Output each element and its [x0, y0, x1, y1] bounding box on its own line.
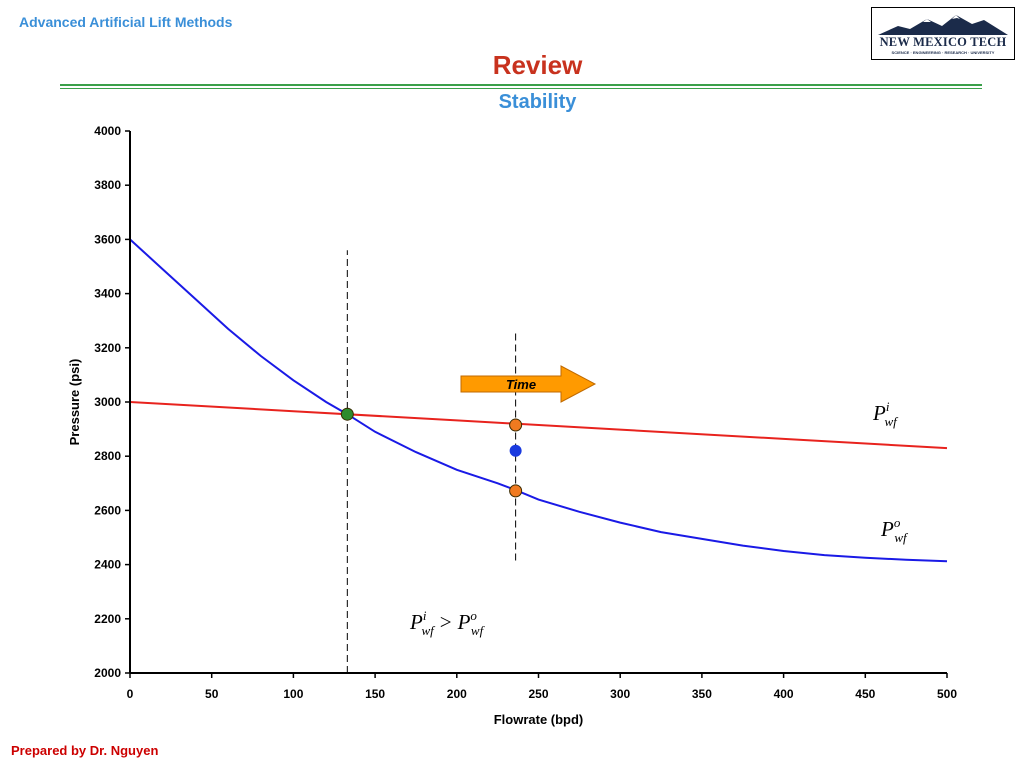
x-tick-label: 300 — [610, 687, 630, 701]
slide-subtitle: Stability — [498, 91, 577, 113]
y-tick-label: 2000 — [94, 666, 121, 680]
university-logo: NEW MEXICO TECH SCIENCE · ENGINEERING · … — [871, 7, 1015, 60]
transient-point — [509, 444, 522, 457]
x-tick-label: 250 — [528, 687, 548, 701]
y-tick-label: 2200 — [94, 612, 121, 626]
y-tick-label: 3000 — [94, 395, 121, 409]
x-tick-label: 100 — [283, 687, 303, 701]
outflow-curve — [129, 238, 948, 563]
x-tick-label: 450 — [855, 687, 875, 701]
inflow-state-point — [509, 418, 523, 432]
y-tick-label: 3400 — [94, 287, 121, 301]
equilibrium-point — [340, 407, 354, 421]
y-tick-label: 2600 — [94, 503, 121, 517]
slide-title: Review — [492, 50, 583, 80]
time-arrow-label: Time — [506, 377, 536, 392]
time-arrow: Time — [460, 365, 597, 403]
time-arrow-shape — [460, 365, 597, 403]
x-tick-label: 500 — [937, 687, 957, 701]
outflow-curve-label: Po wf — [880, 515, 909, 545]
y-axis-title: Pressure (psi) — [67, 359, 82, 446]
x-tick-label: 0 — [127, 687, 134, 701]
y-tick-label: 4000 — [94, 124, 121, 138]
logo-subtext: SCIENCE · ENGINEERING · RESEARCH · UNIVE… — [891, 50, 995, 55]
x-tick-label: 150 — [365, 687, 385, 701]
title-divider-thin — [60, 88, 982, 89]
title-divider — [60, 84, 982, 86]
course-title: Advanced Artificial Lift Methods — [19, 14, 233, 30]
y-tick-label: 3600 — [94, 232, 121, 246]
stability-inequality: Pi wf > Po wf — [409, 608, 486, 638]
x-axis-title: Flowrate (bpd) — [494, 712, 584, 727]
x-tick-label: 50 — [205, 687, 219, 701]
x-tick-label: 400 — [774, 687, 794, 701]
x-tick-label: 200 — [447, 687, 467, 701]
mountain-logo-icon — [878, 15, 1008, 35]
y-tick-label: 2800 — [94, 449, 121, 463]
inflow-curve-label: Pi wf — [872, 399, 899, 429]
y-tick-label: 3800 — [94, 178, 121, 192]
y-tick-label: 3200 — [94, 341, 121, 355]
logo-text: NEW MEXICO TECH — [879, 35, 1007, 49]
y-tick-label: 2400 — [94, 558, 121, 572]
outflow-state-point — [509, 484, 523, 498]
x-tick-label: 350 — [692, 687, 712, 701]
inflow-curve — [129, 401, 948, 450]
slide-footer: Prepared by Dr. Nguyen — [11, 743, 159, 758]
